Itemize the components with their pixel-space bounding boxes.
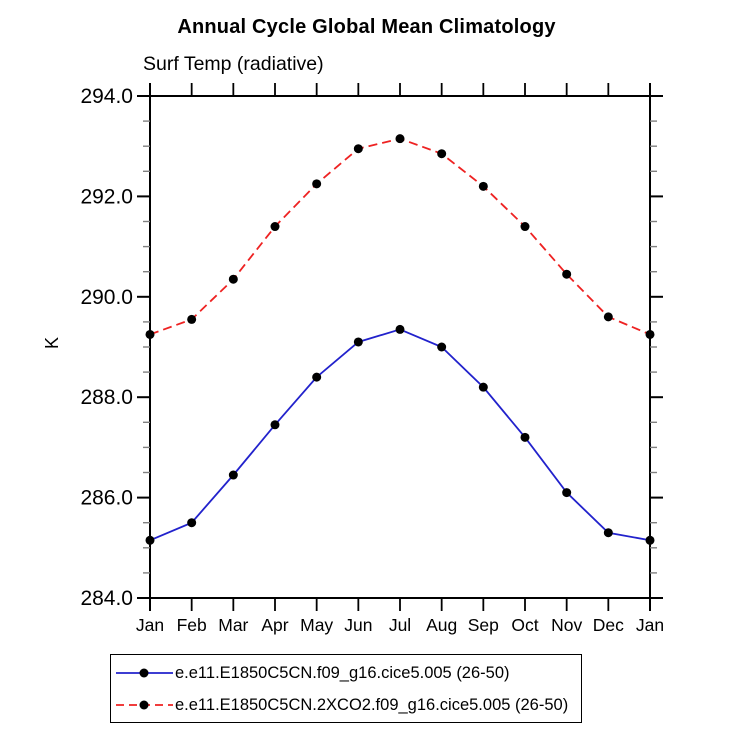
chart-subtitle: Surf Temp (radiative) [143, 53, 324, 75]
x-tick-label: Aug [426, 615, 457, 635]
legend-line-sample-2xco2 [116, 700, 173, 710]
x-tick-label: Mar [218, 615, 248, 635]
legend-line-sample-control [116, 668, 173, 678]
x-axis-ticks: Jan Feb Mar Apr May Jun Jul Aug Sep Oct Nov Dec Jan [136, 83, 664, 635]
x-tick-label: Jan [636, 615, 664, 635]
chart-title: Annual Cycle Global Mean Climatology [177, 16, 556, 38]
legend-label-2xco2: e.e11.E1850C5CN.2XCO2.f09_g16.cice5.005 … [175, 695, 569, 714]
x-tick-label: Oct [511, 615, 538, 635]
axis-frame [137, 83, 663, 611]
legend-label-control: e.e11.E1850C5CN.f09_g16.cice5.005 (26-50… [175, 663, 510, 682]
x-tick-label: Jan [136, 615, 164, 635]
x-tick-label: Apr [261, 615, 288, 635]
y-tick-label: 292.0 [80, 185, 133, 208]
x-tick-label: Feb [177, 615, 207, 635]
y-axis-title: K [42, 337, 62, 349]
x-tick-label: Sep [468, 615, 499, 635]
y-tick-label: 294.0 [80, 85, 133, 108]
x-tick-label: Jun [344, 615, 372, 635]
y-tick-label: 284.0 [80, 587, 133, 610]
legend-box: e.e11.E1850C5CN.f09_g16.cice5.005 (26-50… [110, 654, 582, 723]
y-axis-ticks: 284.0 286.0 288.0 290.0 292.0 294.0 [80, 85, 663, 610]
legend-marker-dot [139, 668, 149, 678]
series-markers-0 [145, 324, 655, 545]
plot-svg: 284.0 286.0 288.0 290.0 292.0 294.0 Jan Feb Mar A… [42, 83, 664, 635]
x-tick-label: Dec [593, 615, 624, 635]
legend-item-2xco2: e.e11.E1850C5CN.2XCO2.f09_g16.cice5.005 … [113, 689, 581, 721]
legend-marker-dot [139, 700, 149, 710]
x-tick-label: May [300, 615, 333, 635]
y-tick-label: 288.0 [80, 386, 133, 409]
y-tick-label: 286.0 [80, 487, 133, 510]
x-tick-label: Nov [551, 615, 582, 635]
y-tick-label: 290.0 [80, 286, 133, 309]
x-tick-label: Jul [389, 615, 411, 635]
series-markers-1 [145, 134, 655, 339]
legend-item-control: e.e11.E1850C5CN.f09_g16.cice5.005 (26-50… [113, 657, 581, 689]
series-line-1 [149, 137, 651, 336]
series-line-0 [149, 328, 651, 542]
